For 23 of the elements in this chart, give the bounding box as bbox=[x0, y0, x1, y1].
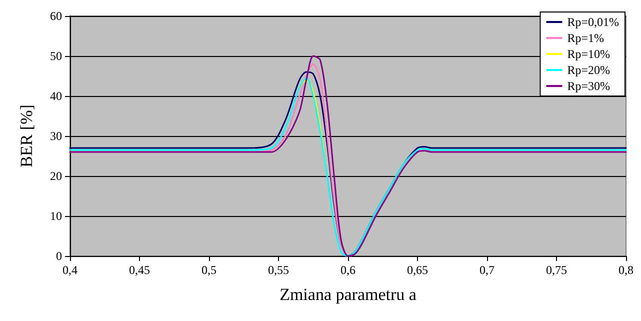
x-tick-label: 0,75 bbox=[546, 263, 567, 277]
x-tick-label: 0,6 bbox=[340, 263, 356, 277]
legend-label: Rp=1% bbox=[567, 31, 604, 45]
x-tick-label: 0,4 bbox=[62, 263, 78, 277]
y-tick-label: 40 bbox=[50, 89, 62, 103]
x-tick-label: 0,5 bbox=[202, 263, 216, 277]
x-tick-label: 0,7 bbox=[480, 263, 494, 277]
y-tick-label: 20 bbox=[50, 169, 62, 183]
legend-label: Rp=30% bbox=[567, 79, 610, 93]
x-tick-label: 0,65 bbox=[407, 263, 428, 277]
x-tick-label: 0,55 bbox=[268, 263, 289, 277]
y-axis-title: BER [%] bbox=[17, 104, 36, 168]
x-tick-label: 0,45 bbox=[129, 263, 150, 277]
x-tick-label: 0,8 bbox=[618, 263, 634, 277]
y-tick-label: 0 bbox=[56, 249, 62, 263]
y-tick-label: 30 bbox=[50, 129, 62, 143]
legend-label: Rp=10% bbox=[567, 47, 610, 61]
y-tick-label: 60 bbox=[50, 9, 62, 23]
y-tick-label: 50 bbox=[50, 49, 62, 63]
x-axis-title: Zmiana parametru a bbox=[280, 285, 417, 304]
legend-label: Rp=20% bbox=[567, 63, 610, 77]
y-tick-label: 10 bbox=[50, 209, 62, 223]
legend-label: Rp=0,01% bbox=[567, 15, 620, 29]
